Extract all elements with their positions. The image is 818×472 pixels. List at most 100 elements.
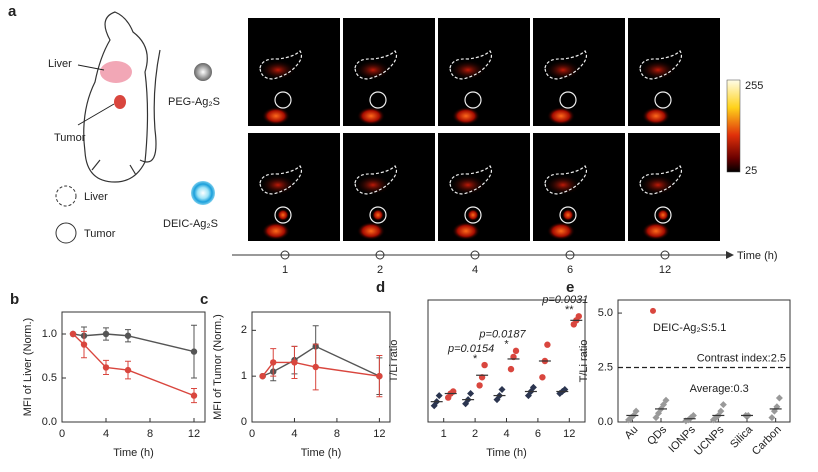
liver-signal bbox=[545, 175, 581, 195]
gut-signal bbox=[452, 222, 480, 240]
data-point bbox=[529, 383, 537, 391]
data-point bbox=[376, 372, 383, 380]
data-point bbox=[768, 414, 776, 422]
timeline-tick: 12 bbox=[659, 264, 671, 276]
p-value: p=0.0154 bbox=[447, 343, 494, 355]
liver-outline bbox=[259, 165, 303, 195]
tumor-outline bbox=[464, 206, 482, 224]
liver-icon bbox=[100, 61, 132, 83]
y-tick-label: 0.0 bbox=[598, 416, 613, 428]
gut-signal bbox=[357, 107, 385, 125]
tumor-signal bbox=[467, 209, 479, 221]
mouse-label: Tumor bbox=[54, 132, 86, 144]
probe-icon bbox=[191, 181, 215, 205]
x-tick-label: QDs bbox=[645, 423, 669, 447]
timeline-tick: 2 bbox=[377, 264, 383, 276]
x-tick-label: UCNPs bbox=[692, 423, 727, 458]
tumor-icon bbox=[114, 95, 126, 109]
data-point bbox=[512, 347, 520, 355]
data-point bbox=[539, 374, 546, 381]
y-axis-label: T/Li ratio bbox=[388, 340, 400, 383]
panel-letter: d bbox=[376, 279, 385, 296]
tumor-outline bbox=[274, 206, 292, 224]
gut-signal bbox=[547, 107, 575, 125]
y-tick-label: 2 bbox=[241, 324, 247, 336]
probe-icon bbox=[194, 63, 212, 81]
timeline-tick: 1 bbox=[282, 264, 288, 276]
significance-stars: * bbox=[473, 353, 478, 365]
liver-signal bbox=[640, 175, 676, 195]
x-tick-label: 4 bbox=[103, 428, 109, 440]
gut-signal bbox=[642, 107, 670, 125]
panel-letter: c bbox=[200, 291, 208, 308]
data-point bbox=[102, 364, 110, 371]
data-point bbox=[467, 390, 475, 398]
data-point bbox=[476, 382, 483, 389]
mouse-drawing bbox=[83, 11, 161, 183]
tumor-outline bbox=[654, 91, 672, 109]
x-tick-label: 1 bbox=[441, 428, 447, 440]
tumor-signal bbox=[562, 209, 574, 221]
significance-stars: * bbox=[504, 339, 509, 351]
y-tick-label: 2.5 bbox=[598, 361, 613, 373]
liver-signal bbox=[260, 60, 296, 80]
x-tick-label: 4 bbox=[503, 428, 509, 440]
data-point bbox=[498, 385, 506, 393]
legend-label: Tumor bbox=[84, 228, 116, 240]
liver-outline bbox=[449, 165, 493, 195]
timeline-tick: 6 bbox=[567, 264, 573, 276]
tumor-outline bbox=[274, 91, 292, 109]
data-point bbox=[124, 332, 132, 339]
y-tick-label: 5.0 bbox=[598, 307, 613, 319]
data-line bbox=[262, 361, 380, 377]
gut-signal bbox=[452, 107, 480, 125]
tumor-signal bbox=[657, 209, 669, 221]
liver-signal bbox=[545, 60, 581, 80]
x-tick-label: 12 bbox=[373, 428, 385, 440]
p-value: p=0.0031 bbox=[541, 294, 588, 306]
liver-signal bbox=[260, 175, 296, 195]
panel-letter: a bbox=[8, 3, 17, 20]
x-axis-label: Time (h) bbox=[486, 447, 527, 459]
x-tick-label: 6 bbox=[535, 428, 541, 440]
x-tick-label: 8 bbox=[334, 428, 340, 440]
liver-signal bbox=[450, 60, 486, 80]
highlight-label: DEIC-Ag₂S:5.1 bbox=[653, 322, 726, 334]
x-tick-label: 8 bbox=[147, 428, 153, 440]
x-axis-label: Time (h) bbox=[301, 447, 342, 459]
legend-label: Liver bbox=[84, 191, 108, 203]
data-point bbox=[69, 330, 77, 338]
p-value: p=0.0187 bbox=[478, 329, 526, 341]
x-tick-label: Au bbox=[623, 424, 641, 442]
panel-letter: b bbox=[10, 291, 19, 308]
significance-stars: ** bbox=[565, 304, 574, 316]
y-tick-label: 1 bbox=[241, 370, 247, 382]
tumor-outline bbox=[464, 91, 482, 109]
colorbar-max: 255 bbox=[745, 80, 763, 92]
colorbar bbox=[726, 79, 741, 173]
pointer bbox=[77, 64, 105, 71]
timeline-arrow bbox=[726, 251, 734, 259]
liver-signal bbox=[355, 175, 391, 195]
x-tick-label: 12 bbox=[563, 428, 575, 440]
liver-outline bbox=[259, 50, 303, 80]
mouse-label: Liver bbox=[48, 58, 72, 70]
x-tick-label: 4 bbox=[291, 428, 297, 440]
data-point bbox=[312, 363, 319, 371]
image-grid: 1 2 4 6 12 bbox=[248, 18, 720, 276]
data-point bbox=[124, 366, 132, 374]
data-point bbox=[632, 407, 640, 415]
axes-frame bbox=[427, 299, 586, 423]
tumor-outline bbox=[369, 91, 387, 109]
x-tick-label: 12 bbox=[188, 428, 200, 440]
timeline-label: Time (h) bbox=[737, 250, 778, 262]
data-line bbox=[72, 333, 195, 397]
tumor-outline bbox=[559, 91, 577, 109]
liver-signal bbox=[450, 175, 486, 195]
x-tick-label: 0 bbox=[59, 428, 65, 440]
pointer bbox=[77, 103, 115, 126]
data-point bbox=[291, 359, 298, 366]
liver-outline bbox=[449, 50, 493, 80]
gut-signal bbox=[642, 222, 670, 240]
probe-label: DEIC-Ag₂S bbox=[163, 218, 218, 230]
